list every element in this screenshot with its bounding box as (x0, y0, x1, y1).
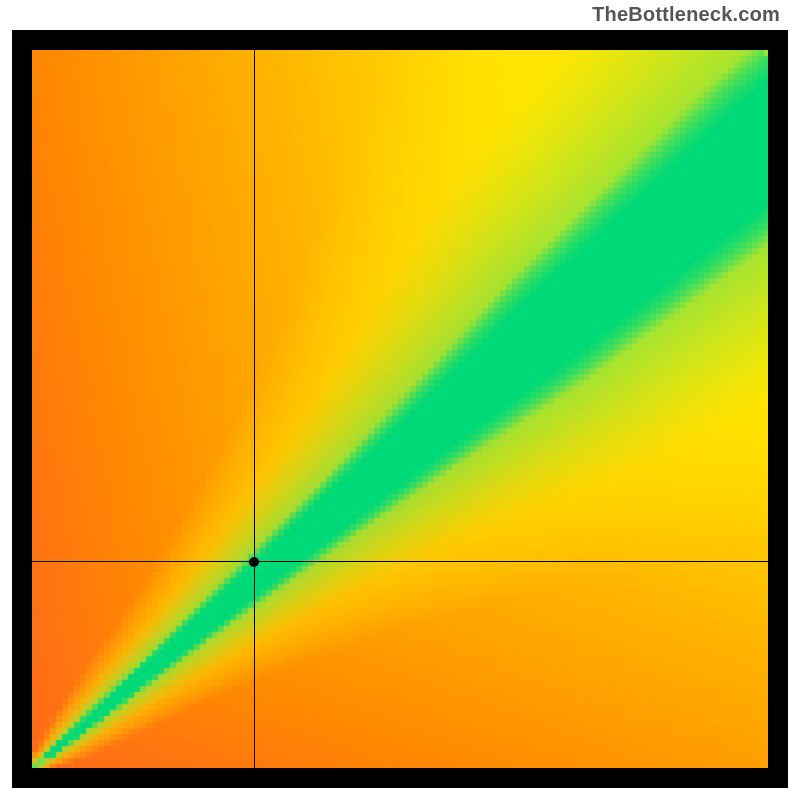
crosshair-horizontal (32, 561, 768, 562)
chart-container: TheBottleneck.com (0, 0, 800, 800)
heatmap-canvas (32, 50, 768, 768)
watermark-text: TheBottleneck.com (592, 4, 780, 27)
crosshair-vertical (254, 50, 255, 768)
marker-dot (249, 557, 259, 567)
